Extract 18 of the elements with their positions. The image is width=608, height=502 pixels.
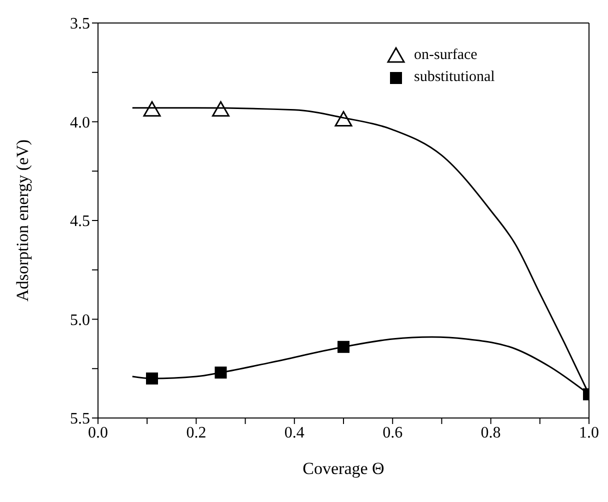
legend-label: on-surface: [414, 46, 478, 64]
legend-label: substitutional: [414, 68, 495, 86]
y-axis-title: Adsorption energy (eV): [13, 139, 32, 302]
y-tick-label: 4.0: [70, 114, 90, 132]
y-tick-label: 4.5: [70, 213, 90, 230]
x-tick-label: 0.6: [382, 424, 403, 442]
x-tick-label: 0.0: [88, 424, 108, 442]
x-axis-title: Coverage Θ: [302, 459, 384, 478]
point: [212, 101, 230, 117]
x-tick-label: 1.0: [579, 424, 599, 442]
point: [143, 101, 161, 117]
y-tick-label: 5.5: [70, 410, 90, 428]
x-tick-label: 0.2: [186, 424, 206, 442]
point: [334, 111, 352, 127]
x-tick-label: 0.8: [480, 424, 501, 442]
y-tick-label: 5.0: [70, 312, 90, 329]
x-tick-label: 0.4: [284, 424, 304, 442]
y-tick-label: 3.5: [70, 16, 90, 33]
